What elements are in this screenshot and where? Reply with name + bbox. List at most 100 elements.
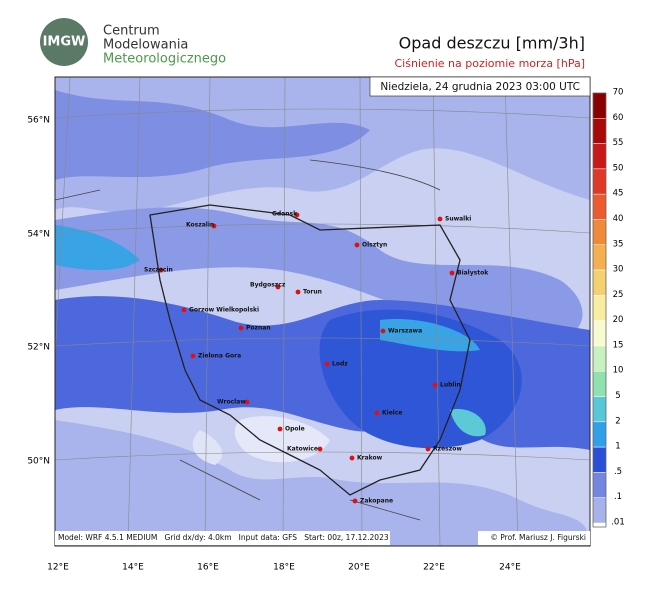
colorbar-swatch (592, 396, 607, 423)
city-dot (437, 216, 443, 222)
footer-model: Model: WRF 4.5.1 MEDIUM Grid dx/dy: 4.0k… (58, 533, 389, 542)
city-dot (374, 410, 380, 416)
footer-credit: © Prof. Mariusz J. Figurski (490, 533, 586, 542)
colorbar-swatch (592, 472, 607, 498)
city-dot (238, 325, 244, 331)
colorbar-swatch (592, 269, 607, 296)
city-dot (352, 498, 358, 504)
map (55, 77, 590, 546)
lat-label: 52°N (27, 343, 50, 353)
city-dot (349, 455, 355, 461)
lat-label: 54°N (27, 230, 50, 240)
colorbar-swatch (592, 345, 607, 372)
colorbar-label: 5 (615, 391, 620, 401)
city-dot (244, 399, 250, 405)
colorbar-swatch (592, 118, 607, 144)
lon-label: 16°E (197, 563, 219, 573)
city-dot (354, 242, 360, 248)
city: Gdansk (272, 211, 298, 218)
city: Krakow (357, 455, 383, 462)
colorbar-swatch (592, 168, 607, 195)
lon-label: 24°E (499, 563, 521, 573)
colorbar-swatch (592, 92, 607, 119)
colorbar-swatch (592, 421, 607, 448)
colorbar-label: .5 (614, 467, 622, 477)
lat-label: 50°N (27, 457, 50, 467)
city-dot (425, 446, 431, 452)
colorbar-label: .1 (614, 492, 622, 502)
city: Torun (303, 289, 322, 296)
city: Katowice (287, 446, 318, 453)
logo (40, 18, 88, 66)
city: Rzeszow (433, 446, 462, 453)
colorbar-label: 2 (615, 416, 620, 426)
city-dot (158, 267, 164, 273)
colorbar-label: 60 (613, 113, 624, 123)
city-dot (181, 307, 187, 313)
city: Bialystok (457, 270, 489, 277)
city-dot (449, 270, 455, 276)
city-dot (317, 446, 323, 452)
city-dot (277, 426, 283, 432)
city: Lublin (440, 382, 461, 389)
valid-time: Niedziela, 24 grudnia 2023 03:00 UTC (380, 81, 580, 93)
colorbar-swatch (592, 446, 607, 473)
colorbar-label: 25 (613, 290, 624, 300)
colorbar-label: 10 (613, 366, 624, 376)
lon-label: 12°E (47, 563, 69, 573)
city: Opole (285, 426, 305, 433)
colorbar-label: 35 (613, 239, 624, 249)
colorbar-swatch (592, 193, 607, 220)
city-dot (324, 361, 330, 367)
city-dot (294, 212, 300, 218)
city-dot (211, 223, 217, 229)
logo-text: IMGW (43, 35, 86, 50)
subtitle: Ciśnienie na poziomie morza [hPa] (395, 57, 586, 70)
colorbar-label: .01 (611, 518, 625, 528)
city-dot (432, 382, 438, 388)
lat-label: 56°N (27, 116, 50, 126)
city: Olsztyn (362, 242, 387, 249)
colorbar-swatch (592, 219, 607, 246)
colorbar-label: 15 (613, 340, 624, 350)
org-line: Centrum (103, 24, 160, 39)
lon-label: 20°E (348, 563, 370, 573)
colorbar-label: 70 (613, 88, 624, 98)
city: Warszawa (388, 328, 422, 335)
colorbar-label: 45 (613, 189, 624, 199)
org-line: Modelowania (103, 38, 188, 53)
title: Opad deszczu [mm/3h] (399, 34, 585, 53)
org-line: Meteorologicznego (103, 52, 226, 67)
colorbar-swatch (592, 320, 607, 347)
lon-label: 18°E (273, 563, 295, 573)
city: Gorzow Wielkopolski (189, 307, 259, 314)
footer-box (478, 531, 590, 545)
colorbar-swatch (592, 295, 607, 321)
colorbar: 70 60 55 50 45 40 35 30 25 20 15 10 5 2 1 .5 .1 .01 (592, 88, 625, 528)
city: Lodz (332, 361, 348, 368)
cities: Gdansk Koszalin Suwalki Olsztyn Bialystok Szc… (144, 211, 489, 505)
colorbar-swatch (592, 497, 607, 524)
city-dot (380, 328, 386, 334)
colorbar-label: 30 (613, 265, 624, 275)
lon-label: 14°E (122, 563, 144, 573)
city: Szczecin (144, 267, 173, 274)
colorbar-label: 1 (615, 442, 620, 452)
city-dot (190, 353, 196, 359)
city: Zielona Gora (198, 353, 241, 360)
city: Zakopane (360, 498, 393, 505)
city: Koszalin (186, 222, 214, 229)
city: Suwalki (445, 216, 471, 223)
colorbar-label: 40 (613, 214, 624, 224)
colorbar-label: 20 (613, 315, 624, 325)
colorbar-swatch (592, 143, 607, 170)
colorbar-frame (592, 92, 607, 528)
city-dot (275, 284, 281, 290)
city: Wroclaw (217, 399, 246, 406)
colorbar-label: 50 (613, 163, 624, 173)
city: Bydgoszcz (250, 282, 286, 289)
colorbar-swatch (592, 370, 607, 397)
colorbar-swatch (592, 244, 607, 271)
city: Kielce (382, 410, 402, 417)
